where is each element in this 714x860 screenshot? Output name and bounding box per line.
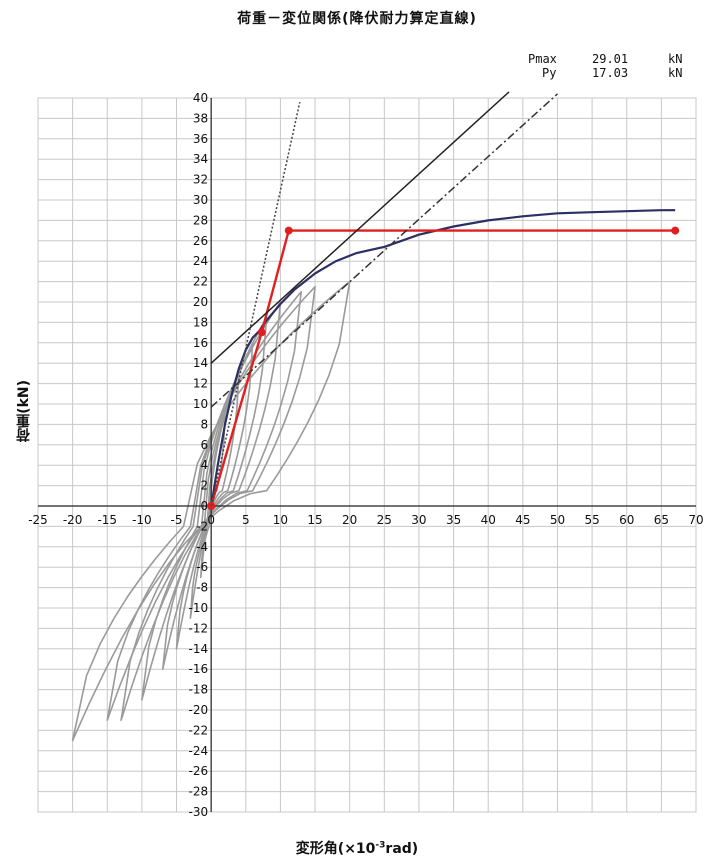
y-tick-label: 36 [193,132,208,146]
x-tick-label: -10 [132,513,152,527]
y-tick-label: -22 [189,723,209,737]
x-tick-label: -5 [171,513,183,527]
y-tick-label: 14 [193,356,208,370]
plot-frame [37,97,697,813]
stat-pmax-label: Pmax [528,52,557,66]
y-tick-label: -14 [189,642,209,656]
x-tick-label: 30 [411,513,426,527]
x-tick-label: 65 [654,513,669,527]
y-tick-label: -8 [196,581,208,595]
x-tick-label: 10 [273,513,288,527]
y-tick-label: -16 [189,662,209,676]
x-tick-label: 50 [550,513,565,527]
y-tick-label: 38 [193,111,208,125]
x-tick-label: -20 [63,513,83,527]
bilinear-point [671,226,680,235]
axes [38,98,696,812]
x-tick-label: 55 [584,513,599,527]
y-tick-label: -28 [189,785,209,799]
y-tick-label: 24 [193,254,208,268]
stat-pmax-unit: kN [668,52,683,66]
x-tick-label: 60 [619,513,634,527]
y-tick-label: -12 [189,621,209,635]
y-tick-label: 0 [201,499,209,513]
x-tick-label: 15 [307,513,322,527]
x-tick-label: 25 [377,513,392,527]
tick-labels: -25 -20 -15 -10 -5 0 5 10 15 20 25 30 35 40 45 50 55 60 65… [28,91,703,819]
y-tick-label: -18 [189,683,209,697]
stat-py-label: Py [542,66,557,80]
hysteresis-loop [106,285,316,721]
y-tick-label: 30 [193,193,208,207]
x-tick-label: 5 [242,513,250,527]
x-tick-label: -25 [28,513,48,527]
y-tick-label: -10 [189,601,209,615]
x-tick-label: 35 [446,513,461,527]
stat-pmax-value: 29.01 [592,52,629,66]
y-tick-label: -2 [196,519,208,533]
y-tick-label: 8 [201,417,209,431]
y-tick-label: 10 [193,397,208,411]
x-axis-label-exponent: -3 [375,840,386,851]
bilinear-point [207,502,216,510]
x-tick-label: 40 [481,513,496,527]
series-envelope [210,209,676,507]
series-bilinear [210,229,676,507]
bilinear-point [257,328,266,337]
x-tick-label: 70 [688,513,703,527]
y-tick-label: -24 [189,744,209,758]
y-tick-label: 4 [201,458,209,472]
x-axis-label-unit: rad) [385,841,419,857]
x-tick-label: 45 [515,513,530,527]
series-line-dotted [210,101,301,507]
y-tick-label: 18 [193,315,208,329]
series-group [207,91,680,510]
y-tick-label: -20 [189,703,209,717]
y-tick-label: -26 [189,764,209,778]
y-tick-label: 28 [193,213,208,227]
grid [37,97,697,813]
y-tick-label: 34 [193,152,208,166]
y-tick-label: 32 [193,173,208,187]
series-line-dashdot [210,93,559,408]
x-axis-label-main: 変形角(×10 [295,841,376,857]
y-tick-label: 12 [193,377,208,391]
x-axis-label: 変形角(×10-3rad) [0,838,714,858]
hysteresis-loop [141,301,282,701]
y-tick-label: -6 [196,560,208,574]
bilinear-point [284,226,293,235]
stat-py-unit: kN [668,66,683,80]
x-tick-label: 0 [207,513,215,527]
y-tick-label: 40 [193,91,208,105]
hysteresis-loop [189,372,240,619]
x-tick-label: 20 [342,513,357,527]
series-line-solid [210,91,510,364]
y-tick-label: -4 [196,540,208,554]
x-tick-label: -15 [97,513,117,527]
y-tick-label: 22 [193,275,208,289]
chart-title: 荷重－変位関係(降伏耐力算定直線) [237,11,477,27]
y-tick-label: 6 [201,438,209,452]
y-tick-label: 20 [193,295,208,309]
y-tick-label: 2 [201,479,209,493]
y-tick-label: 26 [193,234,208,248]
y-tick-label: -30 [189,805,209,819]
stat-py-value: 17.03 [592,66,629,80]
y-tick-label: 16 [193,336,208,350]
